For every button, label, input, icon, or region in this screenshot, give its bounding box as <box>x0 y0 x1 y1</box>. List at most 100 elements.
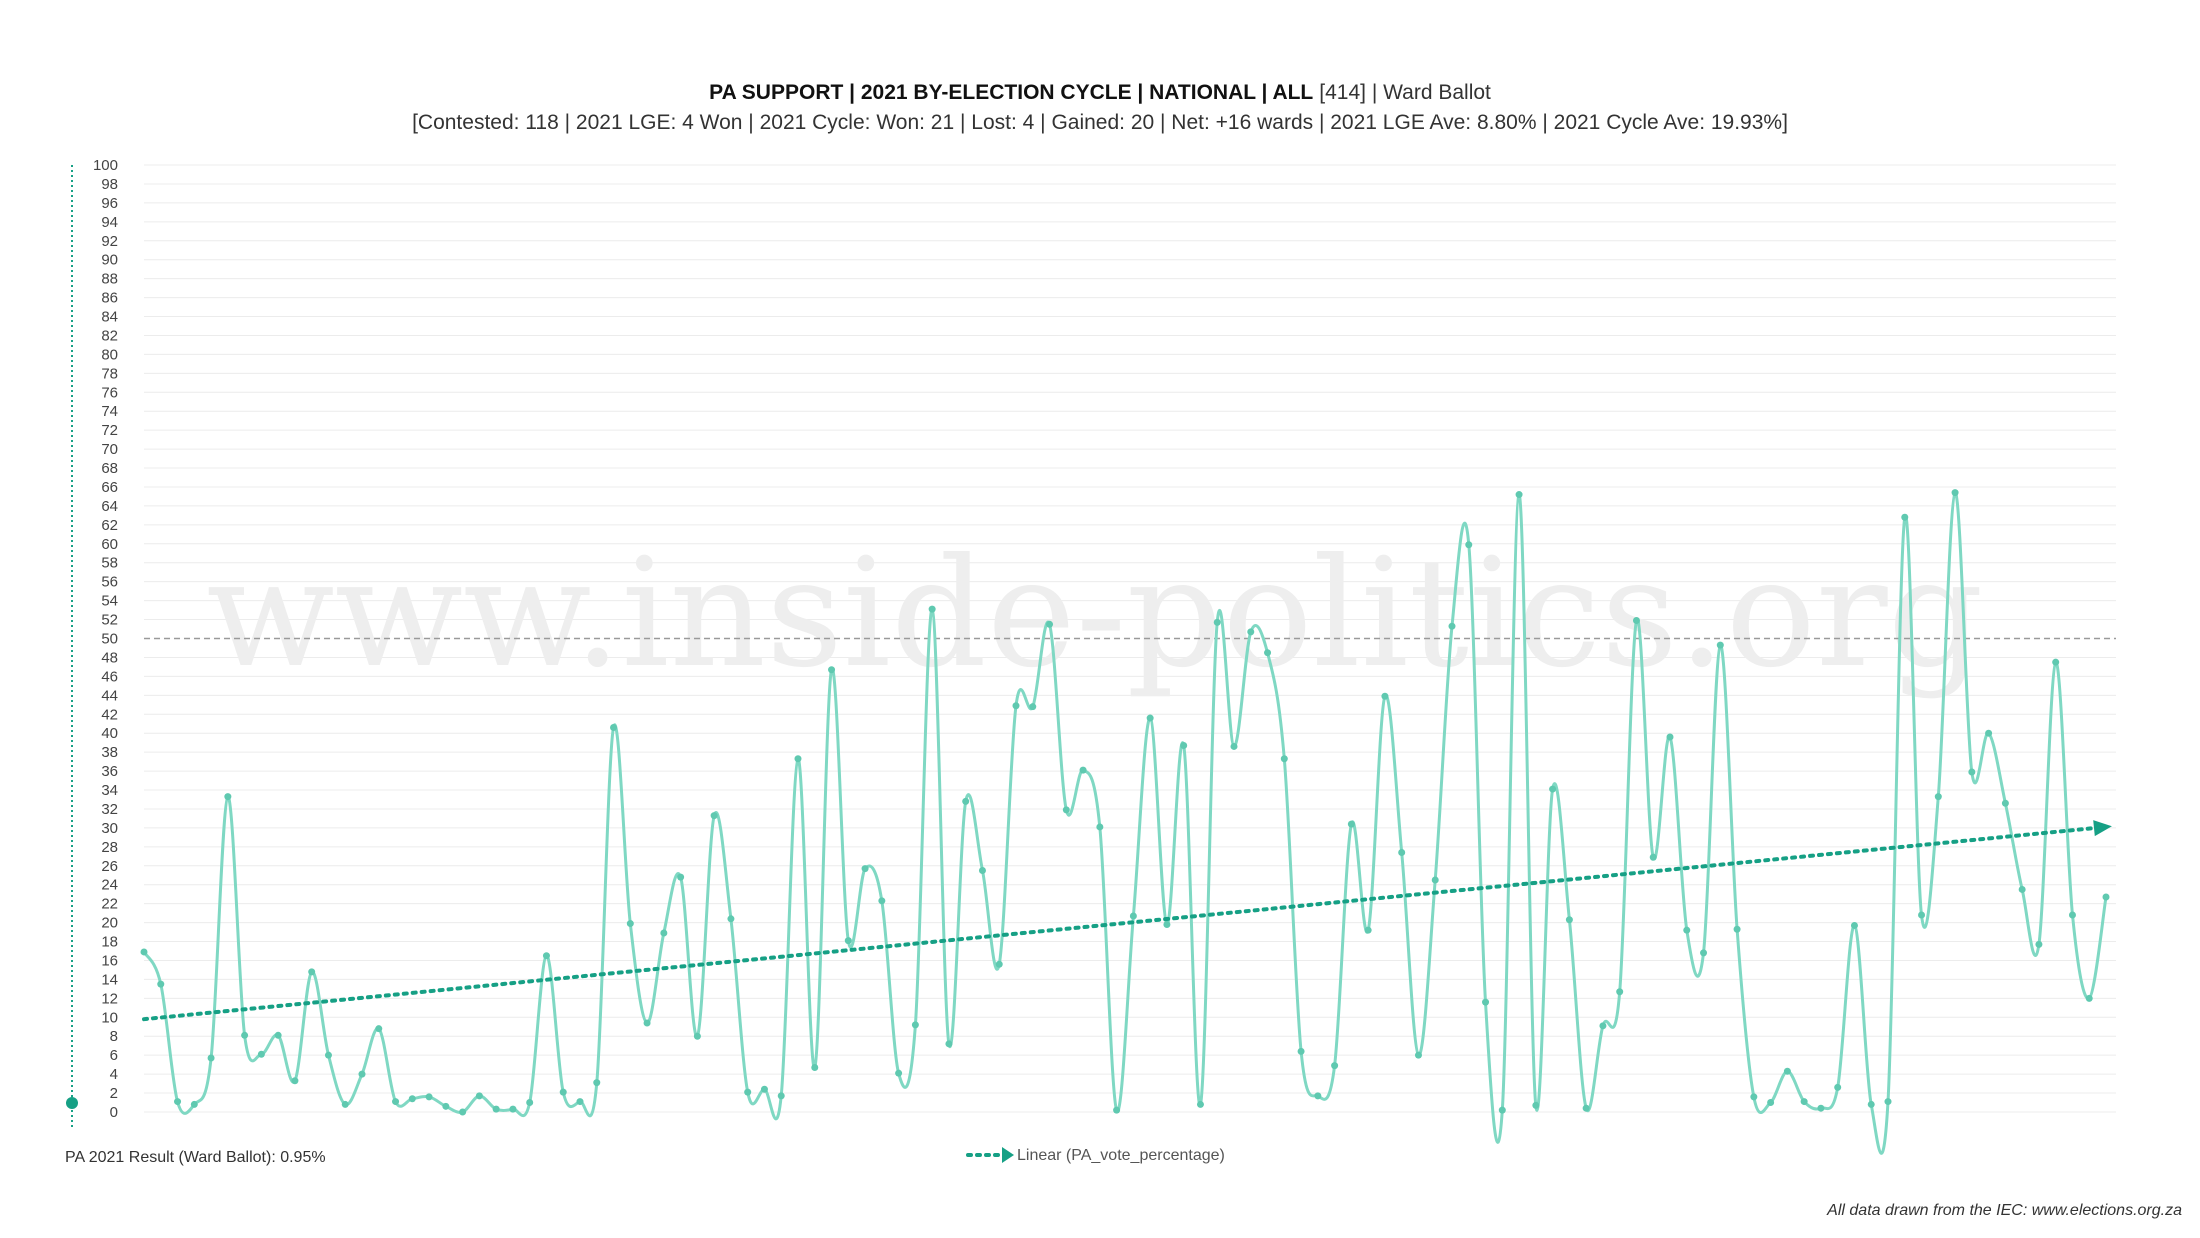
data-point <box>995 960 1003 968</box>
y-tick-label: 72 <box>101 422 118 439</box>
data-point <box>576 1098 584 1106</box>
data-point <box>1012 702 1020 710</box>
y-tick-label: 82 <box>101 327 118 344</box>
data-point <box>492 1105 500 1113</box>
y-tick-label: 38 <box>101 744 118 761</box>
data-point <box>1884 1098 1892 1106</box>
data-point <box>1280 755 1288 763</box>
data-point <box>324 1051 332 1059</box>
data-point <box>811 1063 819 1071</box>
y-tick-label: 24 <box>101 877 118 894</box>
y-tick-label: 88 <box>101 271 118 288</box>
data-point <box>978 867 986 875</box>
data-point <box>1582 1104 1590 1112</box>
trendline-linear <box>142 825 2098 1022</box>
y-tick-label: 58 <box>101 555 118 572</box>
data-point <box>2085 994 2093 1002</box>
data-point <box>257 1050 265 1058</box>
chart-title-count: [414] <box>1319 81 1366 104</box>
data-point <box>442 1102 450 1110</box>
data-point <box>593 1079 601 1087</box>
data-point <box>358 1070 366 1078</box>
y-tick-label: 56 <box>101 574 118 591</box>
result-marker <box>66 1097 78 1110</box>
data-point <box>1180 742 1188 750</box>
data-point <box>1901 513 1909 521</box>
chart-title-tail: | Ward Ballot <box>1366 81 1491 104</box>
data-point <box>1264 649 1272 657</box>
data-point <box>1834 1083 1842 1091</box>
data-point <box>241 1031 249 1039</box>
chart-subtitle: [Contested: 118 | 2021 LGE: 4 Won | 2021… <box>412 111 1788 134</box>
data-point <box>157 980 165 988</box>
y-tick-label: 16 <box>101 952 118 969</box>
data-point <box>526 1099 534 1107</box>
data-point <box>626 920 634 928</box>
data-point <box>1716 641 1724 649</box>
data-point <box>911 1021 919 1029</box>
y-tick-label: 94 <box>101 214 118 231</box>
data-point <box>1918 911 1926 919</box>
data-point <box>1230 742 1238 750</box>
data-point <box>1649 853 1657 861</box>
data-point <box>475 1092 483 1100</box>
data-point <box>509 1105 517 1113</box>
y-tick-label: 46 <box>101 668 118 685</box>
data-point <box>1800 1098 1808 1106</box>
data-point <box>610 724 618 732</box>
data-point <box>2018 885 2026 893</box>
gridlines <box>144 164 2116 1113</box>
data-point <box>1599 1022 1607 1030</box>
data-point <box>1213 618 1221 626</box>
y-tick-label: 28 <box>101 839 118 856</box>
data-point <box>392 1098 400 1106</box>
data-point <box>207 1054 215 1062</box>
data-point <box>1532 1101 1540 1109</box>
data-point <box>341 1100 349 1108</box>
y-tick-label: 2 <box>110 1085 118 1102</box>
data-point <box>459 1108 467 1116</box>
y-tick-label: 30 <box>101 820 118 837</box>
data-point <box>727 915 735 923</box>
y-tick-label: 48 <box>101 649 118 666</box>
y-tick-label: 84 <box>101 309 118 326</box>
legend: Linear (PA_vote_percentage) <box>966 1147 1225 1164</box>
data-point <box>660 929 668 937</box>
data-point <box>1968 768 1976 776</box>
series-points <box>140 489 2110 1116</box>
data-point <box>1046 620 1054 628</box>
data-point <box>744 1088 752 1096</box>
legend-label: Linear (PA_vote_percentage) <box>1017 1147 1225 1164</box>
data-point <box>1465 541 1473 549</box>
data-point <box>1431 876 1439 884</box>
y-tick-label: 70 <box>101 441 118 458</box>
data-point <box>190 1100 198 1108</box>
source-note: All data drawn from the IEC: www.electio… <box>1826 1202 2182 1219</box>
data-point <box>1062 806 1070 814</box>
data-point <box>1700 949 1708 957</box>
y-tick-label: 86 <box>101 290 118 307</box>
y-tick-label: 78 <box>101 365 118 382</box>
data-point <box>1985 729 1993 737</box>
data-point <box>962 797 970 805</box>
data-point <box>1096 823 1104 831</box>
data-point <box>760 1085 768 1093</box>
data-point <box>777 1092 785 1100</box>
data-point <box>1079 766 1087 774</box>
data-point <box>1549 785 1557 793</box>
data-point <box>1347 820 1355 828</box>
y-tick-label: 54 <box>101 593 118 610</box>
data-point <box>2102 893 2110 901</box>
y-tick-label: 76 <box>101 384 118 401</box>
data-point <box>1113 1106 1121 1114</box>
data-point <box>174 1098 182 1106</box>
data-point <box>1934 793 1942 801</box>
y-tick-label: 4 <box>110 1066 118 1083</box>
data-point <box>794 755 802 763</box>
data-point <box>542 952 550 960</box>
data-point <box>1733 925 1741 933</box>
y-tick-label: 40 <box>101 725 118 742</box>
data-point <box>1750 1093 1758 1101</box>
y-tick-label: 98 <box>101 176 118 193</box>
data-point <box>1398 849 1406 857</box>
